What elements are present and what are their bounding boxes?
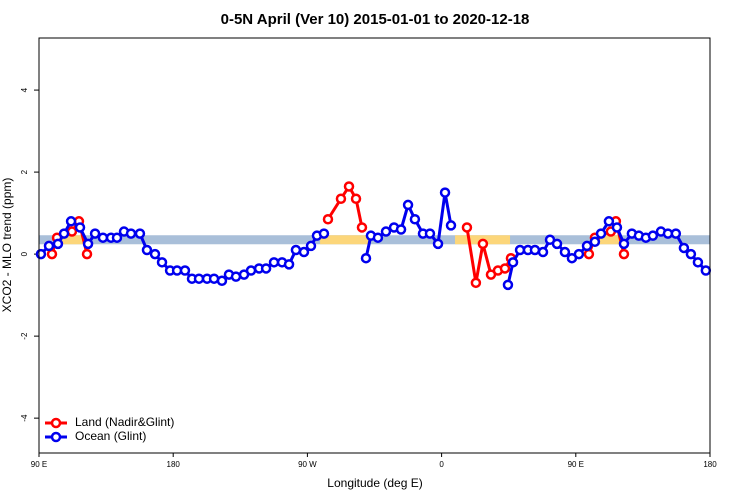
legend-marker: [50, 417, 62, 429]
data-point: [424, 228, 436, 239]
data-point: [685, 248, 697, 260]
data-point: [380, 226, 392, 237]
data-point: [283, 259, 295, 270]
data-point: [360, 252, 372, 264]
x-tick-label: 90 E: [31, 460, 47, 469]
x-axis-label: Longitude (deg E): [327, 476, 422, 490]
data-point: [81, 248, 93, 260]
data-point: [35, 248, 47, 260]
data-point: [290, 244, 302, 256]
data-point: [322, 214, 334, 225]
data-point: [507, 257, 519, 268]
data-point: [230, 271, 242, 282]
data-point: [470, 277, 482, 289]
data-point: [603, 216, 615, 227]
data-point: [216, 275, 228, 287]
data-point: [537, 246, 549, 258]
land-segment: [320, 235, 371, 245]
y-tick-label: 4: [20, 87, 29, 92]
data-point: [461, 222, 473, 233]
data-point: [439, 187, 451, 198]
data-point: [335, 193, 347, 205]
land-segment: [589, 235, 621, 245]
data-point: [268, 257, 280, 268]
data-point: [670, 228, 682, 239]
x-tick-label: 180: [703, 460, 717, 469]
x-tick-label: 90 W: [298, 460, 317, 469]
data-point: [409, 214, 421, 225]
data-point: [678, 242, 690, 254]
data-point: [402, 199, 414, 211]
plot-frame: [38, 37, 711, 454]
data-point: [529, 244, 541, 256]
data-point: [595, 228, 607, 239]
data-point: [611, 222, 623, 233]
data-point: [43, 240, 55, 252]
data-point: [245, 265, 257, 276]
data-point: [502, 279, 514, 291]
data-point: [305, 240, 317, 252]
data-point: [647, 230, 659, 241]
chart-title: 0-5N April (Ver 10) 2015-01-01 to 2020-1…: [221, 11, 530, 28]
data-point: [445, 220, 457, 231]
data-point: [583, 248, 595, 260]
data-point: [125, 228, 137, 239]
data-point: [89, 228, 101, 239]
data-point: [395, 224, 407, 235]
data-point: [559, 246, 571, 258]
legend-label: Land (Nadir&Glint): [75, 415, 174, 429]
data-point: [52, 238, 64, 250]
data-point: [111, 232, 123, 243]
y-axis-label: XCO2 - MLO trend (ppm): [0, 178, 14, 313]
data-point: [692, 257, 704, 268]
data-point: [700, 265, 712, 276]
data-point: [318, 228, 330, 239]
data-point: [573, 248, 585, 260]
data-point: [499, 263, 511, 274]
data-point: [589, 236, 601, 248]
data-point: [350, 193, 362, 205]
data-point: [432, 238, 444, 250]
legend-label: Ocean (Glint): [75, 429, 146, 443]
data-point: [179, 265, 191, 276]
y-tick-label: 0: [20, 251, 29, 256]
data-point: [618, 238, 630, 250]
data-point: [477, 238, 489, 250]
land-segment: [54, 235, 85, 245]
data-point: [46, 248, 58, 260]
data-point: [65, 216, 77, 227]
data-point: [372, 232, 384, 243]
data-point: [193, 273, 205, 284]
x-tick-label: 90 E: [568, 460, 584, 469]
data-point: [581, 240, 593, 252]
data-point: [356, 222, 368, 233]
data-point: [343, 181, 355, 192]
data-point: [97, 232, 109, 243]
data-point: [156, 257, 168, 268]
data-point: [618, 248, 630, 260]
data-point: [260, 263, 272, 274]
data-point: [149, 248, 161, 260]
y-tick-label: -4: [20, 414, 29, 422]
data-point: [551, 238, 563, 250]
data-point: [58, 228, 70, 239]
x-tick-label: 180: [167, 460, 181, 469]
legend-marker: [50, 431, 62, 443]
data-point: [74, 222, 86, 233]
y-tick-label: -2: [20, 332, 29, 340]
y-tick-label: 2: [20, 169, 29, 174]
data-point: [82, 238, 94, 250]
data-point: [141, 244, 153, 256]
data-point: [298, 246, 310, 258]
data-point: [134, 228, 146, 239]
x-tick-label: 0: [439, 460, 444, 469]
